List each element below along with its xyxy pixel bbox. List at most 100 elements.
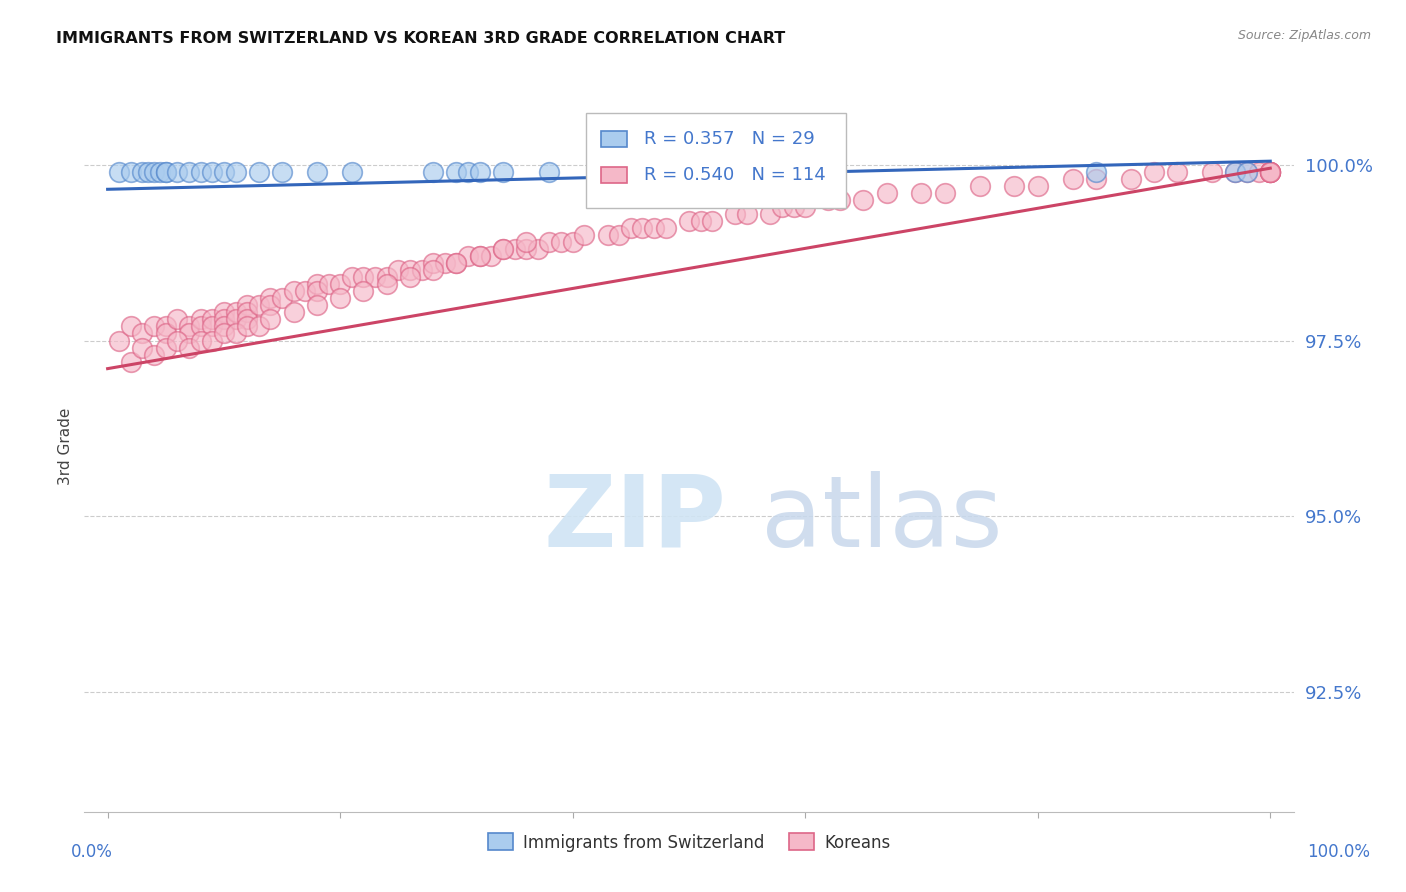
Point	[136, 164, 159, 178]
Point	[399, 263, 422, 277]
Point	[724, 207, 747, 221]
Point	[411, 263, 433, 277]
Point	[143, 319, 166, 334]
Point	[259, 298, 281, 312]
Point	[177, 341, 200, 355]
Point	[1247, 164, 1270, 178]
Point	[340, 164, 363, 178]
Point	[596, 227, 619, 242]
Text: R = 0.540   N = 114: R = 0.540 N = 114	[644, 167, 825, 185]
Point	[735, 207, 758, 221]
Text: atlas: atlas	[762, 471, 1002, 567]
Point	[190, 164, 212, 178]
Point	[364, 270, 387, 285]
Point	[155, 326, 177, 341]
Point	[457, 164, 479, 178]
Point	[1119, 171, 1142, 186]
Point	[212, 319, 235, 334]
Point	[225, 305, 247, 319]
Point	[120, 354, 142, 368]
Point	[305, 285, 328, 299]
Point	[654, 221, 676, 235]
Point	[550, 235, 572, 249]
Point	[247, 164, 270, 178]
Point	[143, 164, 166, 178]
Point	[503, 242, 526, 256]
Point	[1062, 171, 1084, 186]
Point	[340, 270, 363, 285]
Point	[155, 341, 177, 355]
Point	[283, 305, 305, 319]
Point	[468, 249, 491, 263]
Point	[259, 291, 281, 305]
Point	[468, 249, 491, 263]
Point	[225, 326, 247, 341]
Point	[678, 214, 700, 228]
Point	[236, 298, 259, 312]
Point	[1258, 164, 1281, 178]
Point	[305, 277, 328, 292]
Point	[1166, 164, 1188, 178]
Point	[236, 319, 259, 334]
Point	[212, 312, 235, 326]
FancyBboxPatch shape	[600, 168, 627, 184]
Y-axis label: 3rd Grade: 3rd Grade	[58, 408, 73, 484]
Point	[910, 186, 932, 200]
Point	[702, 214, 724, 228]
Point	[236, 312, 259, 326]
Point	[969, 178, 991, 193]
Text: IMMIGRANTS FROM SWITZERLAND VS KOREAN 3RD GRADE CORRELATION CHART: IMMIGRANTS FROM SWITZERLAND VS KOREAN 3R…	[56, 31, 786, 46]
Point	[155, 164, 177, 178]
Point	[120, 319, 142, 334]
Point	[1236, 164, 1258, 178]
Point	[352, 285, 374, 299]
Point	[329, 277, 352, 292]
Point	[527, 242, 550, 256]
Point	[131, 326, 153, 341]
Point	[375, 277, 398, 292]
Point	[574, 227, 596, 242]
Point	[782, 200, 804, 214]
Point	[271, 291, 294, 305]
Point	[108, 334, 131, 348]
Point	[852, 193, 875, 207]
Point	[446, 256, 468, 270]
Point	[259, 312, 281, 326]
Point	[190, 334, 212, 348]
Point	[1236, 164, 1258, 178]
Point	[479, 249, 502, 263]
Point	[817, 193, 839, 207]
Point	[247, 298, 270, 312]
Point	[155, 164, 177, 178]
Point	[934, 186, 956, 200]
Point	[643, 221, 665, 235]
Point	[468, 164, 491, 178]
Point	[422, 256, 444, 270]
Point	[294, 285, 316, 299]
Point	[329, 291, 352, 305]
Point	[1201, 164, 1223, 178]
Text: Source: ZipAtlas.com: Source: ZipAtlas.com	[1237, 29, 1371, 42]
Point	[236, 305, 259, 319]
Point	[561, 235, 583, 249]
Point	[120, 164, 142, 178]
Point	[538, 235, 561, 249]
Point	[515, 235, 537, 249]
Text: 100.0%: 100.0%	[1308, 843, 1369, 861]
Point	[225, 312, 247, 326]
Point	[446, 164, 468, 178]
Point	[515, 242, 537, 256]
Point	[1258, 164, 1281, 178]
Point	[201, 319, 224, 334]
Point	[318, 277, 340, 292]
FancyBboxPatch shape	[600, 131, 627, 147]
Point	[131, 164, 153, 178]
Point	[433, 256, 456, 270]
Point	[201, 312, 224, 326]
Point	[492, 242, 515, 256]
Point	[212, 326, 235, 341]
Point	[457, 249, 479, 263]
Point	[131, 341, 153, 355]
Point	[166, 164, 188, 178]
Point	[446, 256, 468, 270]
